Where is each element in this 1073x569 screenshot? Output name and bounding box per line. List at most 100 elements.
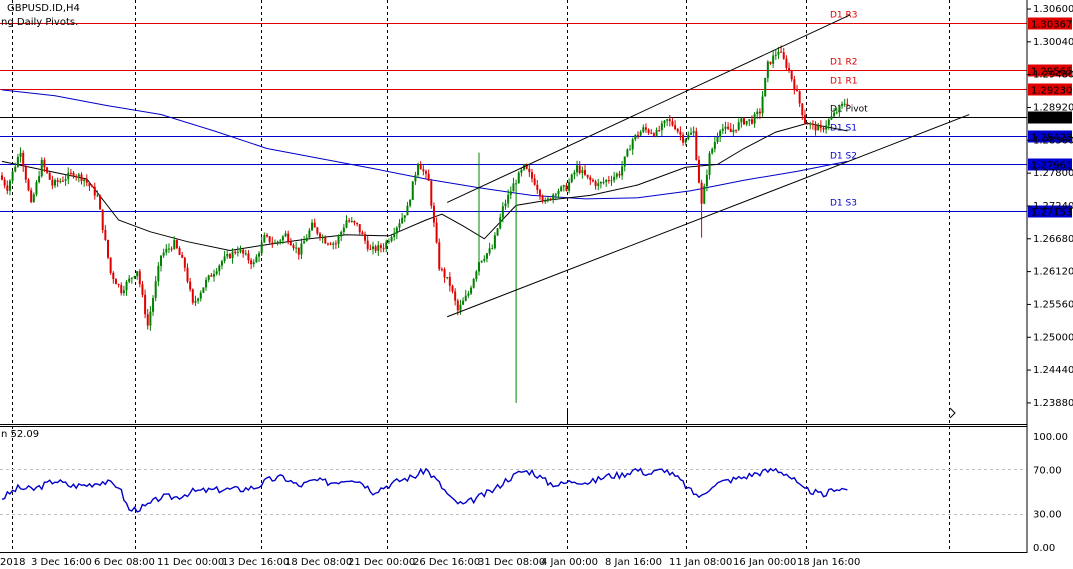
candle-body	[705, 174, 708, 187]
time-axis-label: 4 Jan 00:00	[541, 557, 598, 568]
candle-body	[658, 130, 661, 132]
candle-body	[552, 194, 555, 200]
candle-body	[136, 271, 139, 277]
candle-body	[382, 247, 385, 249]
candle-body	[743, 118, 745, 125]
candle-body	[817, 125, 820, 131]
pivot-price-box	[1028, 17, 1072, 30]
candle-body	[77, 174, 80, 177]
candle-body	[122, 290, 125, 294]
candle-body	[414, 175, 417, 182]
candle-body	[504, 203, 507, 207]
candle-body	[626, 149, 629, 157]
candle-body	[525, 164, 528, 169]
candle-body	[819, 125, 822, 128]
candle-body	[91, 186, 94, 188]
candle-body	[631, 139, 634, 150]
candle-body	[578, 165, 581, 174]
pivot-price-box	[1028, 111, 1072, 124]
candle-body	[425, 171, 427, 174]
candle-body	[165, 248, 168, 253]
pivot-price-label: 1.29230	[1031, 86, 1072, 97]
candle-body	[361, 232, 364, 235]
candle-body	[303, 241, 306, 244]
candle-body	[173, 240, 176, 249]
candle-body	[644, 127, 647, 130]
candle-body	[372, 246, 374, 250]
time-axis-label: 6 Dec 08:00	[94, 557, 155, 568]
trend-channel-lower	[447, 114, 970, 318]
candle-body	[639, 131, 642, 136]
time-axis-label: 2018	[0, 557, 25, 568]
candle-body	[671, 121, 674, 126]
price-tick-label: 1.26680	[1033, 234, 1073, 245]
candle-body	[507, 194, 510, 204]
trend-channel	[446, 14, 970, 318]
candle-body	[83, 179, 86, 182]
candle-body	[374, 246, 377, 251]
candle-body	[581, 170, 584, 174]
rsi-tick-label: 100.00	[1033, 432, 1068, 443]
candle-body	[790, 70, 793, 80]
candle-body	[459, 304, 462, 311]
candle-body	[570, 174, 573, 183]
candle-body	[401, 217, 404, 224]
candle-body	[319, 233, 321, 238]
candle-body	[647, 129, 650, 133]
candle-body	[462, 300, 465, 305]
candle-body	[825, 125, 828, 130]
candle-body	[24, 166, 27, 180]
candle-body	[197, 298, 200, 301]
candles	[1, 45, 849, 403]
candle-body	[56, 180, 59, 182]
candle-body	[35, 182, 38, 195]
candle-body	[67, 172, 70, 180]
candle-body	[533, 178, 536, 185]
candle-body	[146, 314, 149, 326]
candle-body	[690, 132, 692, 135]
candle-body	[268, 236, 271, 243]
candle-body	[650, 132, 653, 134]
candle-body	[231, 251, 234, 259]
candle-body	[663, 120, 666, 124]
candle-body	[205, 279, 208, 288]
candle-body	[157, 265, 160, 282]
candle-body	[531, 172, 533, 179]
candle-body	[501, 206, 504, 218]
pivot-price-label: 1.27961	[1031, 161, 1072, 172]
candle-body	[46, 167, 49, 173]
candle-body	[183, 257, 186, 268]
candle-body	[162, 252, 165, 256]
candle-body	[284, 233, 287, 237]
candle-body	[356, 222, 359, 225]
candle-body	[170, 248, 173, 250]
candle-body	[242, 249, 245, 254]
candle-body	[75, 176, 78, 178]
candle-body	[99, 195, 102, 210]
candle-body	[350, 220, 353, 222]
candle-body	[798, 91, 801, 104]
candle-body	[366, 240, 369, 249]
candle-body	[737, 122, 740, 130]
candle-body	[594, 181, 597, 186]
time-axis-label: 31 Dec 08:00	[478, 557, 545, 568]
candle-body	[536, 184, 539, 190]
candle-body	[822, 127, 825, 130]
candle-body	[213, 273, 215, 277]
candle-body	[152, 297, 155, 312]
candle-body	[777, 51, 780, 55]
candle-body	[260, 242, 263, 254]
pivot-level-name: D1 R2	[830, 58, 858, 68]
candle-body	[700, 182, 703, 204]
price-tick-label: 1.30600	[1033, 4, 1073, 15]
candle-body	[446, 276, 449, 278]
candle-body	[244, 253, 247, 255]
candle-body	[30, 190, 33, 202]
candle-body	[674, 125, 677, 130]
candle-body	[793, 79, 796, 90]
candle-body	[107, 239, 109, 258]
candle-body	[782, 52, 785, 59]
grid	[12, 0, 950, 552]
candle-body	[340, 232, 343, 237]
